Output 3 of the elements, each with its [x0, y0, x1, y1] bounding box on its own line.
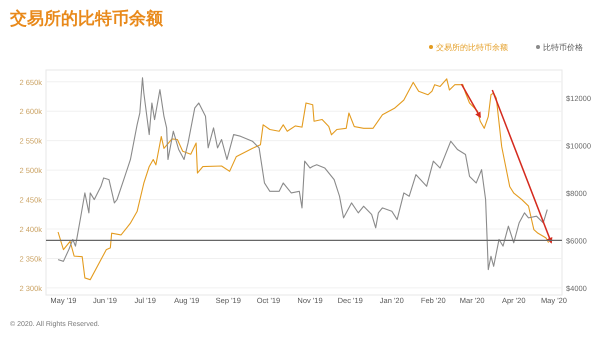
- legend-label: 比特币价格: [543, 43, 583, 52]
- chart-title: 交易所的比特币余额: [9, 9, 164, 28]
- legend-label: 交易所的比特币余额: [436, 43, 508, 52]
